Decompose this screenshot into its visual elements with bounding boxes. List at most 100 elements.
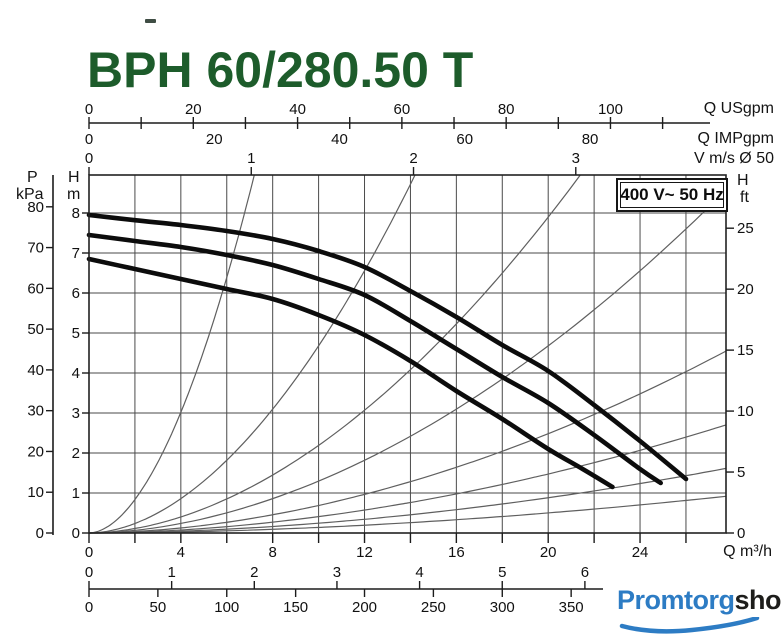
logo-swoosh-icon	[619, 617, 760, 634]
velocity-curve-8	[89, 495, 726, 534]
svg-text:4: 4	[72, 365, 80, 382]
svg-text:2: 2	[72, 445, 80, 462]
feet-axis-label-ft: ft	[740, 189, 749, 206]
svg-text:60: 60	[394, 101, 411, 118]
svg-text:20: 20	[185, 101, 202, 118]
feet-axis: 0 5 10 15 20 25	[726, 220, 754, 542]
svg-text:2: 2	[250, 564, 258, 581]
svg-text:5: 5	[72, 325, 80, 342]
svg-text:40: 40	[331, 131, 348, 148]
impgpm-axis-label: Q IMPgpm	[697, 130, 774, 147]
velocity-curve-2	[88, 174, 416, 534]
svg-text:7: 7	[72, 245, 80, 262]
svg-text:0: 0	[36, 525, 44, 542]
usgpm-axis-label: Q USgpm	[703, 100, 774, 117]
svg-text:20: 20	[737, 281, 754, 298]
svg-text:6: 6	[72, 285, 80, 302]
velocity-curves	[88, 174, 727, 534]
svg-text:50: 50	[27, 321, 44, 338]
svg-text:12: 12	[356, 544, 373, 561]
pressure-axis-label-kpa: kPa	[16, 186, 44, 203]
pump-curve-bottom	[86, 256, 615, 490]
svg-text:100: 100	[598, 101, 623, 118]
velocity-curve-3	[88, 174, 581, 534]
svg-text:60: 60	[456, 131, 473, 148]
page-title: BPH 60/280.50 T	[87, 42, 474, 98]
svg-text:0: 0	[85, 564, 93, 581]
svg-text:1: 1	[72, 485, 80, 502]
svg-text:40: 40	[289, 101, 306, 118]
svg-text:15: 15	[737, 342, 754, 359]
head-axis-label-h: H	[68, 169, 80, 186]
svg-text:60: 60	[27, 280, 44, 297]
svg-text:16: 16	[448, 544, 465, 561]
svg-text:1: 1	[167, 564, 175, 581]
svg-text:0: 0	[72, 525, 80, 542]
svg-text:0: 0	[85, 131, 93, 148]
svg-text:2: 2	[409, 150, 417, 167]
svg-text:10: 10	[737, 403, 754, 420]
svg-text:250: 250	[421, 599, 446, 616]
svg-text:4: 4	[177, 544, 185, 561]
svg-text:20: 20	[27, 443, 44, 460]
svg-text:30: 30	[27, 403, 44, 420]
svg-text:1: 1	[247, 150, 255, 167]
svg-text:8: 8	[72, 205, 80, 222]
top-flow-axis: 0 20 40 60 80 100 0 20 40 60 80	[85, 101, 710, 148]
stray-dash-mark	[145, 19, 156, 23]
svg-text:5: 5	[737, 464, 745, 481]
kpa-axis: 0 10 20 30 40 50 60 70 80	[27, 175, 54, 542]
svg-text:6: 6	[581, 564, 589, 581]
feet-axis-label-h: H	[737, 172, 749, 189]
svg-text:24: 24	[632, 544, 649, 561]
logo-text-promtorg: Promtorg	[617, 585, 735, 615]
pump-curves	[86, 212, 689, 490]
svg-text:3: 3	[72, 405, 80, 422]
svg-text:200: 200	[352, 599, 377, 616]
velocity-curve-5	[88, 350, 727, 534]
svg-text:50: 50	[150, 599, 167, 616]
svg-text:20: 20	[206, 131, 223, 148]
velocity-curve-1	[88, 174, 255, 534]
svg-text:3: 3	[333, 564, 341, 581]
grid	[89, 175, 726, 533]
logo-text-shop: shop	[734, 585, 781, 615]
svg-text:40: 40	[27, 362, 44, 379]
pump-curve-middle	[86, 232, 663, 486]
svg-text:80: 80	[498, 101, 515, 118]
flow-m3h-axis: 0 4 8 12 16 20 24	[85, 533, 687, 561]
promtorgshop-logo[interactable]: Promtorgshop	[617, 585, 781, 637]
velocity-curve-7	[88, 467, 727, 534]
velocity-axis: 0 1 2 3	[85, 150, 580, 175]
pump-curve-top	[86, 212, 689, 482]
svg-text:10: 10	[27, 484, 44, 501]
svg-text:80: 80	[582, 131, 599, 148]
ls-lmin-axis: 0 1 2 3 4 5 6 0 50 100 150 200 250 300 350	[85, 564, 603, 616]
svg-text:0: 0	[85, 599, 93, 616]
velocity-curve-4	[88, 189, 727, 534]
svg-text:8: 8	[269, 544, 277, 561]
svg-text:100: 100	[214, 599, 239, 616]
voltage-frequency-badge: 400 V~ 50 Hz	[616, 178, 728, 212]
velocity-curve-6	[88, 424, 727, 534]
svg-text:0: 0	[85, 150, 93, 167]
head-m-axis: 0 1 2 3 4 5 6 7 8	[72, 205, 89, 542]
svg-text:25: 25	[737, 220, 754, 237]
svg-text:300: 300	[490, 599, 515, 616]
svg-text:20: 20	[540, 544, 557, 561]
svg-text:5: 5	[498, 564, 506, 581]
svg-text:80: 80	[27, 199, 44, 216]
flow-axis-label: Q m³/h	[723, 543, 772, 560]
svg-text:70: 70	[27, 240, 44, 257]
svg-text:150: 150	[283, 599, 308, 616]
velocity-axis-label: V m/s Ø 50	[693, 150, 774, 167]
pressure-axis-label-p: P	[27, 169, 38, 186]
svg-text:0: 0	[737, 525, 745, 542]
svg-text:4: 4	[415, 564, 423, 581]
plot-frame	[88, 174, 727, 534]
svg-text:350: 350	[559, 599, 584, 616]
head-axis-label-m: m	[67, 186, 81, 203]
svg-text:3: 3	[572, 150, 580, 167]
